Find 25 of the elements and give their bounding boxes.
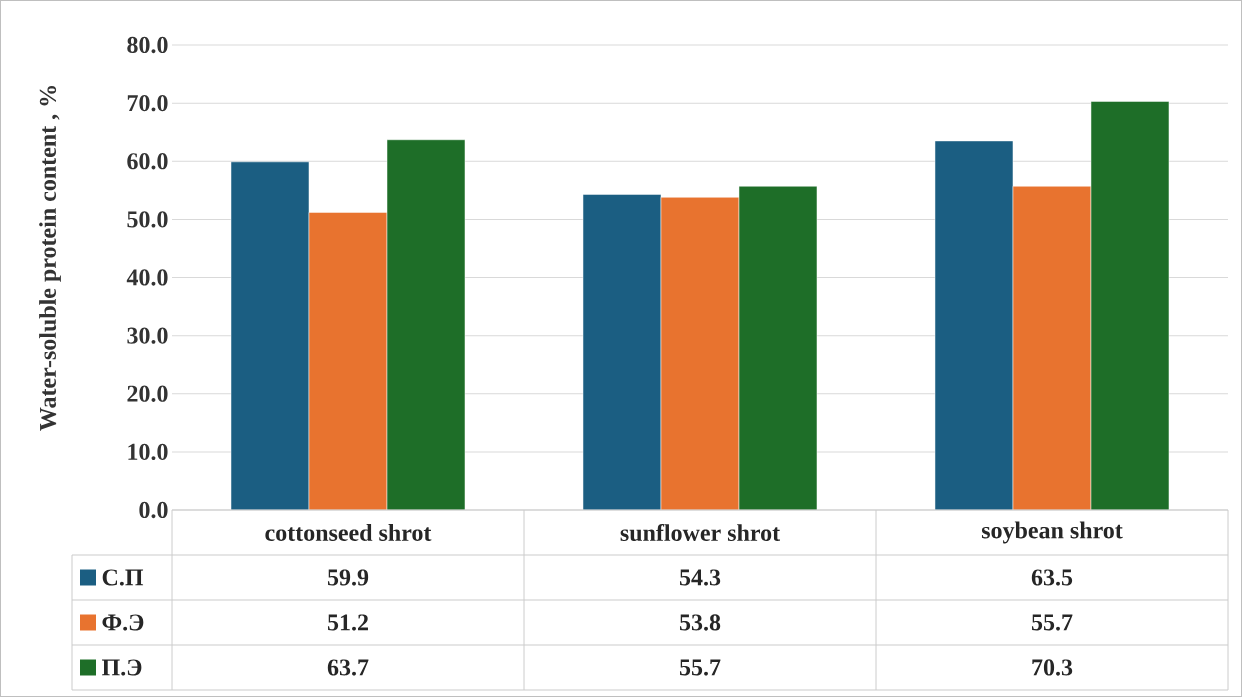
- legend-label: Ф.Э: [102, 614, 144, 631]
- data-label: 54.3: [679, 569, 721, 586]
- x-tick-label: sunflower shrot: [620, 523, 781, 542]
- data-label: 53.8: [679, 614, 721, 631]
- y-tick-label: 40.0: [126, 269, 168, 286]
- y-tick-label: 30.0: [127, 327, 168, 344]
- x-tick-label: soybean shrot: [981, 521, 1123, 544]
- legend-label: П.Э: [102, 659, 142, 676]
- x-tick-label: cottonseed shrot: [265, 524, 432, 541]
- legend-label: С.П: [102, 569, 144, 586]
- y-axis-title: Water-soluble protein content , %: [39, 86, 61, 431]
- data-label: 63.5: [1031, 569, 1073, 586]
- y-tick-label: 20.0: [127, 385, 168, 402]
- data-label: 55.7: [1031, 614, 1073, 631]
- y-tick-label: 60.0: [127, 153, 168, 170]
- y-tick-label: 80.0: [127, 36, 168, 54]
- y-tick-label: 50.0: [127, 211, 168, 228]
- y-tick-label: 10.0: [128, 443, 168, 461]
- data-label: 70.3: [1032, 659, 1073, 676]
- data-label: 51.2: [327, 614, 368, 631]
- data-label: 59.9: [327, 569, 369, 586]
- data-label: 63.7: [327, 659, 369, 676]
- y-tick-label: 0.0: [139, 501, 168, 519]
- y-tick-label: 70.0: [127, 94, 168, 112]
- data-label: 55.7: [679, 659, 721, 676]
